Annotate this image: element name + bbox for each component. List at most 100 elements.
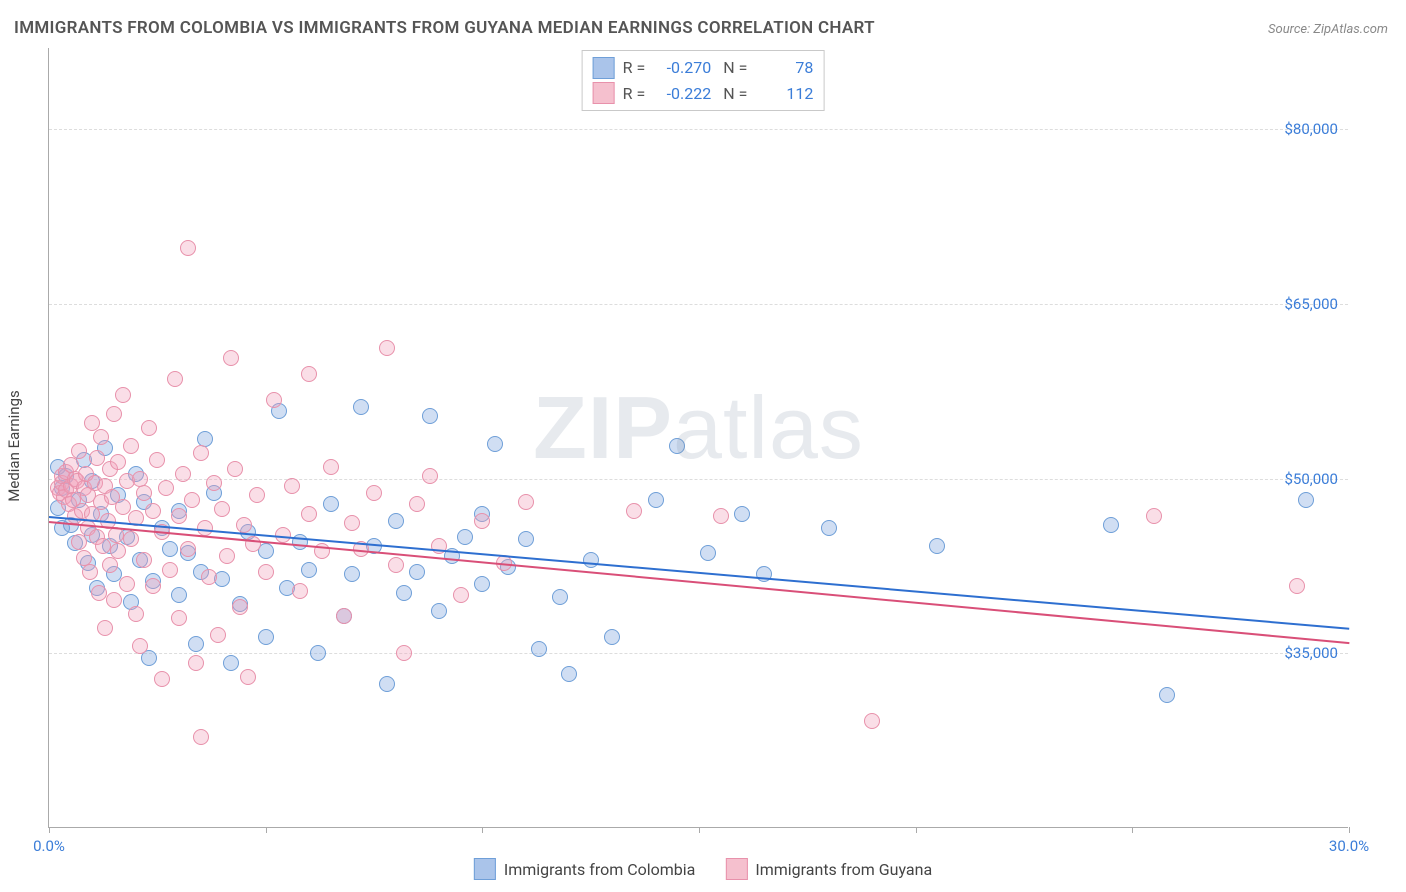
data-point	[119, 576, 135, 592]
data-point	[301, 506, 317, 522]
gridline	[49, 129, 1348, 130]
data-point	[167, 371, 183, 387]
data-point	[301, 562, 317, 578]
data-point	[821, 520, 837, 536]
data-point	[1159, 687, 1175, 703]
data-point	[171, 508, 187, 524]
data-point	[232, 599, 248, 615]
data-point	[106, 592, 122, 608]
data-point	[396, 645, 412, 661]
data-point	[275, 527, 291, 543]
swatch-guyana-icon	[725, 858, 747, 880]
data-point	[453, 587, 469, 603]
data-point	[145, 578, 161, 594]
data-point	[379, 676, 395, 692]
correlation-legend: R =-0.270 N =78 R =-0.222 N =112	[582, 50, 825, 111]
trend-line	[49, 521, 1349, 644]
data-point	[258, 564, 274, 580]
data-point	[136, 552, 152, 568]
data-point	[323, 459, 339, 475]
data-point	[292, 534, 308, 550]
data-point	[323, 496, 339, 512]
data-point	[1298, 492, 1314, 508]
data-point	[864, 713, 880, 729]
data-point	[206, 475, 222, 491]
x-tick	[482, 827, 483, 833]
data-point	[388, 513, 404, 529]
data-point	[175, 466, 191, 482]
data-point	[115, 499, 131, 515]
data-point	[431, 603, 447, 619]
data-point	[626, 503, 642, 519]
data-point	[201, 569, 217, 585]
source-attribution: Source: ZipAtlas.com	[1268, 22, 1388, 37]
data-point	[284, 478, 300, 494]
data-point	[266, 392, 282, 408]
legend-row-guyana: R =-0.222 N =112	[593, 81, 814, 107]
data-point	[518, 494, 534, 510]
data-point	[82, 564, 98, 580]
data-point	[162, 562, 178, 578]
data-point	[531, 641, 547, 657]
data-point	[171, 587, 187, 603]
legend-item-guyana: Immigrants from Guyana	[725, 858, 932, 880]
data-point	[171, 610, 187, 626]
data-point	[344, 566, 360, 582]
data-point	[132, 638, 148, 654]
data-point	[193, 445, 209, 461]
data-point	[197, 520, 213, 536]
x-tick	[699, 827, 700, 833]
data-point	[128, 606, 144, 622]
data-point	[245, 536, 261, 552]
data-point	[184, 492, 200, 508]
y-tick-label: $35,000	[1284, 644, 1338, 662]
data-point	[227, 461, 243, 477]
data-point	[154, 671, 170, 687]
y-axis-label: Median Earnings	[5, 390, 23, 501]
data-point	[561, 666, 577, 682]
data-point	[474, 513, 490, 529]
legend-item-colombia: Immigrants from Colombia	[474, 858, 696, 880]
data-point	[422, 468, 438, 484]
x-tick	[1132, 827, 1133, 833]
x-tick	[266, 827, 267, 833]
x-tick	[49, 827, 50, 833]
data-point	[89, 450, 105, 466]
gridline	[49, 479, 1348, 480]
data-point	[188, 655, 204, 671]
y-tick-label: $80,000	[1284, 120, 1338, 138]
data-point	[188, 636, 204, 652]
data-point	[106, 406, 122, 422]
data-point	[929, 538, 945, 554]
x-tick	[916, 827, 917, 833]
watermark: ZIPatlas	[533, 376, 864, 478]
data-point	[1289, 578, 1305, 594]
swatch-colombia-icon	[474, 858, 496, 880]
data-point	[219, 548, 235, 564]
data-point	[379, 340, 395, 356]
data-point	[249, 487, 265, 503]
data-point	[149, 452, 165, 468]
data-point	[396, 585, 412, 601]
data-point	[136, 485, 152, 501]
data-point	[236, 517, 252, 533]
x-tick-label: 30.0%	[1329, 837, 1369, 855]
data-point	[457, 529, 473, 545]
data-point	[487, 436, 503, 452]
data-point	[71, 534, 87, 550]
data-point	[180, 541, 196, 557]
y-tick-label: $65,000	[1284, 295, 1338, 313]
data-point	[158, 480, 174, 496]
legend-row-colombia: R =-0.270 N =78	[593, 55, 814, 81]
data-point	[145, 503, 161, 519]
data-point	[223, 350, 239, 366]
data-point	[700, 545, 716, 561]
data-point	[71, 443, 87, 459]
data-point	[409, 564, 425, 580]
data-point	[301, 366, 317, 382]
data-point	[604, 629, 620, 645]
series-legend: Immigrants from Colombia Immigrants from…	[474, 858, 932, 880]
data-point	[180, 240, 196, 256]
data-point	[162, 541, 178, 557]
data-point	[93, 429, 109, 445]
